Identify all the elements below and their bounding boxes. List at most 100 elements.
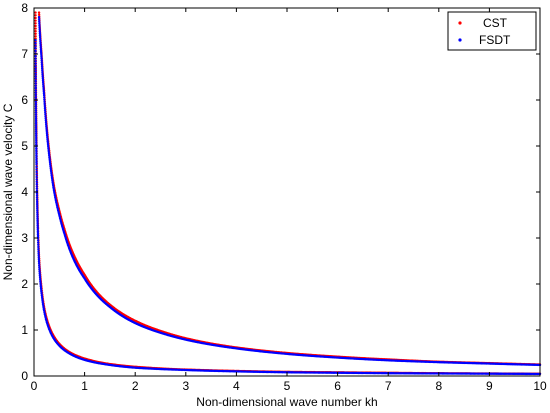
data-point	[39, 44, 42, 47]
data-point	[43, 104, 46, 108]
data-point	[35, 165, 38, 169]
data-point	[44, 122, 48, 126]
data-point	[41, 299, 44, 302]
data-point	[39, 283, 42, 287]
y-tick-label: 8	[21, 1, 28, 15]
data-point	[34, 72, 37, 75]
data-point	[34, 123, 38, 127]
series-fsdt	[34, 16, 542, 376]
data-point	[39, 51, 43, 55]
data-point	[34, 102, 38, 106]
data-point	[37, 247, 40, 251]
data-point	[34, 107, 38, 110]
data-point	[38, 274, 42, 277]
data-point	[34, 32, 37, 35]
data-point	[47, 148, 50, 152]
x-tick-label: 3	[182, 379, 189, 393]
data-point	[37, 241, 40, 244]
data-point	[38, 30, 41, 33]
data-point	[34, 89, 38, 92]
data-point	[40, 63, 44, 66]
data-point	[36, 207, 39, 210]
data-point	[35, 139, 38, 143]
data-point	[49, 163, 52, 166]
data-point	[39, 278, 42, 281]
data-point	[34, 125, 38, 129]
data-point	[38, 270, 41, 273]
data-point	[38, 272, 41, 275]
data-point	[38, 22, 41, 25]
data-point	[34, 49, 37, 53]
data-point	[34, 131, 38, 135]
data-point	[46, 138, 49, 141]
data-point	[41, 81, 45, 84]
x-tick-label: 10	[533, 379, 547, 393]
y-tick-label: 6	[21, 93, 28, 107]
data-point	[36, 218, 39, 222]
data-point	[35, 198, 39, 202]
data-point	[34, 65, 37, 68]
data-point	[35, 154, 38, 157]
data-point	[34, 119, 38, 123]
data-point	[37, 254, 40, 257]
data-point	[35, 161, 38, 164]
data-point	[45, 128, 48, 132]
data-marks	[34, 11, 542, 376]
data-point	[43, 102, 46, 106]
data-point	[35, 163, 38, 166]
plot-area	[34, 8, 540, 376]
data-point	[34, 75, 37, 78]
data-point	[41, 69, 44, 72]
data-point	[47, 147, 50, 150]
data-point	[35, 168, 38, 171]
y-tick-label: 3	[21, 231, 28, 245]
data-point	[39, 49, 43, 53]
legend-label-fsdt: FSDT	[479, 33, 511, 47]
data-point	[41, 73, 44, 76]
legend-marker-fsdt	[458, 38, 462, 42]
data-point	[41, 71, 44, 74]
plot-frame	[33, 7, 541, 377]
data-point	[42, 90, 46, 93]
data-point	[38, 268, 41, 271]
data-point	[40, 67, 44, 70]
data-point	[34, 62, 37, 66]
y-axis-label: Non-dimensional wave velocity C	[1, 103, 15, 280]
data-point	[48, 157, 51, 161]
data-point	[38, 36, 42, 39]
data-point	[38, 20, 41, 23]
data-point	[48, 155, 51, 159]
data-point	[35, 187, 39, 190]
legend-label-cst: CST	[483, 16, 508, 30]
data-point	[43, 98, 46, 101]
data-point	[40, 293, 44, 297]
data-point	[41, 77, 45, 80]
data-point	[37, 252, 40, 255]
data-point	[35, 200, 39, 204]
data-point	[37, 18, 41, 21]
data-point	[34, 100, 38, 103]
data-point	[34, 16, 37, 20]
data-point	[40, 55, 43, 58]
data-point	[43, 96, 46, 99]
data-point	[36, 204, 39, 208]
x-tick-label: 7	[385, 379, 392, 393]
data-point	[45, 132, 49, 135]
data-point	[34, 96, 38, 99]
data-point	[42, 83, 45, 86]
data-point	[34, 70, 37, 73]
data-point	[36, 216, 39, 220]
x-tick-label: 6	[334, 379, 341, 393]
data-point	[35, 175, 38, 179]
data-point	[42, 92, 46, 95]
data-point	[34, 91, 38, 94]
data-point	[40, 295, 44, 299]
data-point	[34, 84, 37, 87]
legend: CST FSDT	[447, 11, 537, 51]
x-axis-label: Non-dimensional wave number kh	[196, 395, 377, 409]
data-point	[34, 129, 38, 133]
data-point	[34, 104, 38, 108]
data-point	[36, 236, 40, 240]
data-point	[34, 35, 37, 38]
y-tick-label: 2	[21, 277, 28, 291]
